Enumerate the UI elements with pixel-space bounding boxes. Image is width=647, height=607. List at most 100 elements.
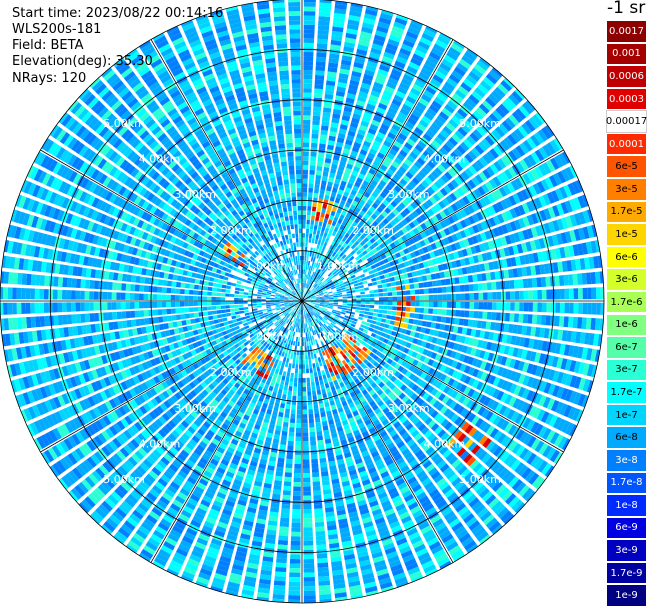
heatmap-cell: [318, 269, 322, 275]
heatmap-cell: [303, 328, 306, 333]
heatmap-cell: [366, 330, 373, 336]
heatmap-cell: [416, 157, 426, 166]
heatmap-cell: [530, 134, 541, 147]
heatmap-cell: [343, 206, 349, 212]
heatmap-cell: [302, 242, 305, 247]
heatmap-cell: [392, 326, 399, 332]
heatmap-cell: [541, 250, 548, 262]
heatmap-cell: [419, 301, 425, 307]
heatmap-cell: [451, 133, 462, 144]
heatmap-cell: [302, 341, 305, 347]
heatmap-cell: [307, 290, 311, 295]
heatmap-cell: [288, 386, 293, 391]
heatmap-cell: [455, 221, 463, 230]
heatmap-cell: [431, 315, 438, 322]
heatmap-cell: [327, 266, 333, 271]
heatmap-cell: [454, 111, 465, 122]
heatmap-cell: [463, 120, 474, 131]
heatmap-cell: [368, 216, 375, 224]
heatmap-cell: [339, 214, 345, 220]
heatmap-cell: [380, 123, 390, 131]
heatmap-cell: [304, 274, 307, 279]
heatmap-cell: [318, 375, 323, 381]
heatmap-cell: [350, 121, 359, 129]
heatmap-cell: [471, 90, 483, 102]
heatmap-cell: [329, 53, 340, 60]
heatmap-cell: [547, 235, 555, 247]
heatmap-cell: [385, 136, 394, 144]
heatmap-cell: [328, 229, 333, 235]
heatmap-cell: [383, 140, 392, 148]
heatmap-cell: [338, 280, 344, 285]
heatmap-cell: [326, 233, 332, 239]
heatmap-cell: [474, 144, 485, 155]
heatmap-cell: [326, 259, 331, 265]
heatmap-cell: [306, 373, 310, 378]
heatmap-cell: [318, 152, 325, 158]
heatmap-cell: [543, 208, 552, 220]
heatmap-cell: [328, 281, 334, 285]
heatmap-cell: [437, 177, 446, 187]
heatmap-cell: [376, 73, 387, 81]
heatmap-cell: [302, 269, 304, 274]
heatmap-cell: [346, 93, 356, 100]
heatmap-cell: [346, 163, 354, 170]
heatmap-cell: [323, 305, 329, 308]
heatmap-cell: [538, 195, 547, 207]
heatmap-cell: [330, 210, 336, 217]
heatmap-cell: [391, 188, 399, 197]
heatmap-cell: [290, 545, 301, 551]
heatmap-cell: [440, 174, 450, 184]
heatmap-cell: [423, 308, 429, 314]
heatmap-cell: [514, 290, 520, 300]
heatmap-cell: [351, 258, 357, 264]
heatmap-cell: [314, 258, 318, 263]
heatmap-cell: [544, 177, 554, 189]
heatmap-cell: [478, 156, 489, 167]
heatmap-cell: [312, 390, 317, 396]
heatmap-cell: [361, 321, 367, 325]
heatmap-cell: [520, 189, 529, 201]
heatmap-cell: [472, 213, 480, 223]
heatmap-cell: [451, 301, 456, 309]
heatmap-cell: [382, 328, 388, 333]
heatmap-cell: [399, 107, 410, 116]
heatmap-cell: [374, 135, 384, 144]
heatmap-cell: [405, 183, 414, 192]
heatmap-cell: [561, 260, 568, 272]
heatmap-cell: [496, 173, 506, 185]
heatmap-cell: [367, 315, 373, 320]
heatmap-cell: [481, 273, 487, 281]
heatmap-cell: [303, 137, 310, 143]
heatmap-cell: [582, 302, 588, 315]
heatmap-cell: [575, 331, 582, 344]
heatmap-cell: [517, 361, 525, 371]
heatmap-cell: [463, 365, 471, 374]
heatmap-cell: [352, 211, 359, 218]
heatmap-cell: [322, 203, 328, 209]
heatmap-cell: [379, 221, 386, 228]
heatmap-cell: [489, 163, 499, 174]
heatmap-cell: [396, 169, 404, 178]
heatmap-cell: [554, 343, 562, 355]
heatmap-cell: [422, 314, 429, 321]
heatmap-cell: [469, 302, 475, 309]
heatmap-cell: [314, 220, 319, 226]
heatmap-cell: [378, 249, 385, 256]
heatmap-cell: [305, 288, 308, 293]
heatmap-cell: [385, 319, 391, 324]
heatmap-cell: [468, 367, 475, 376]
heatmap-cell: [590, 240, 597, 254]
heatmap-cell: [302, 441, 309, 446]
heatmap-cell: [307, 336, 311, 342]
heatmap-cell: [359, 199, 366, 206]
heatmap-cell: [311, 299, 316, 301]
heatmap-cell: [289, 563, 301, 569]
heatmap-cell: [365, 322, 371, 327]
heatmap-cell: [303, 283, 305, 288]
heatmap-cell: [569, 288, 574, 300]
heatmap-cell: [404, 216, 412, 224]
heatmap-cell: [556, 371, 565, 384]
heatmap-cell: [412, 219, 420, 227]
heatmap-cell: [289, 427, 295, 433]
